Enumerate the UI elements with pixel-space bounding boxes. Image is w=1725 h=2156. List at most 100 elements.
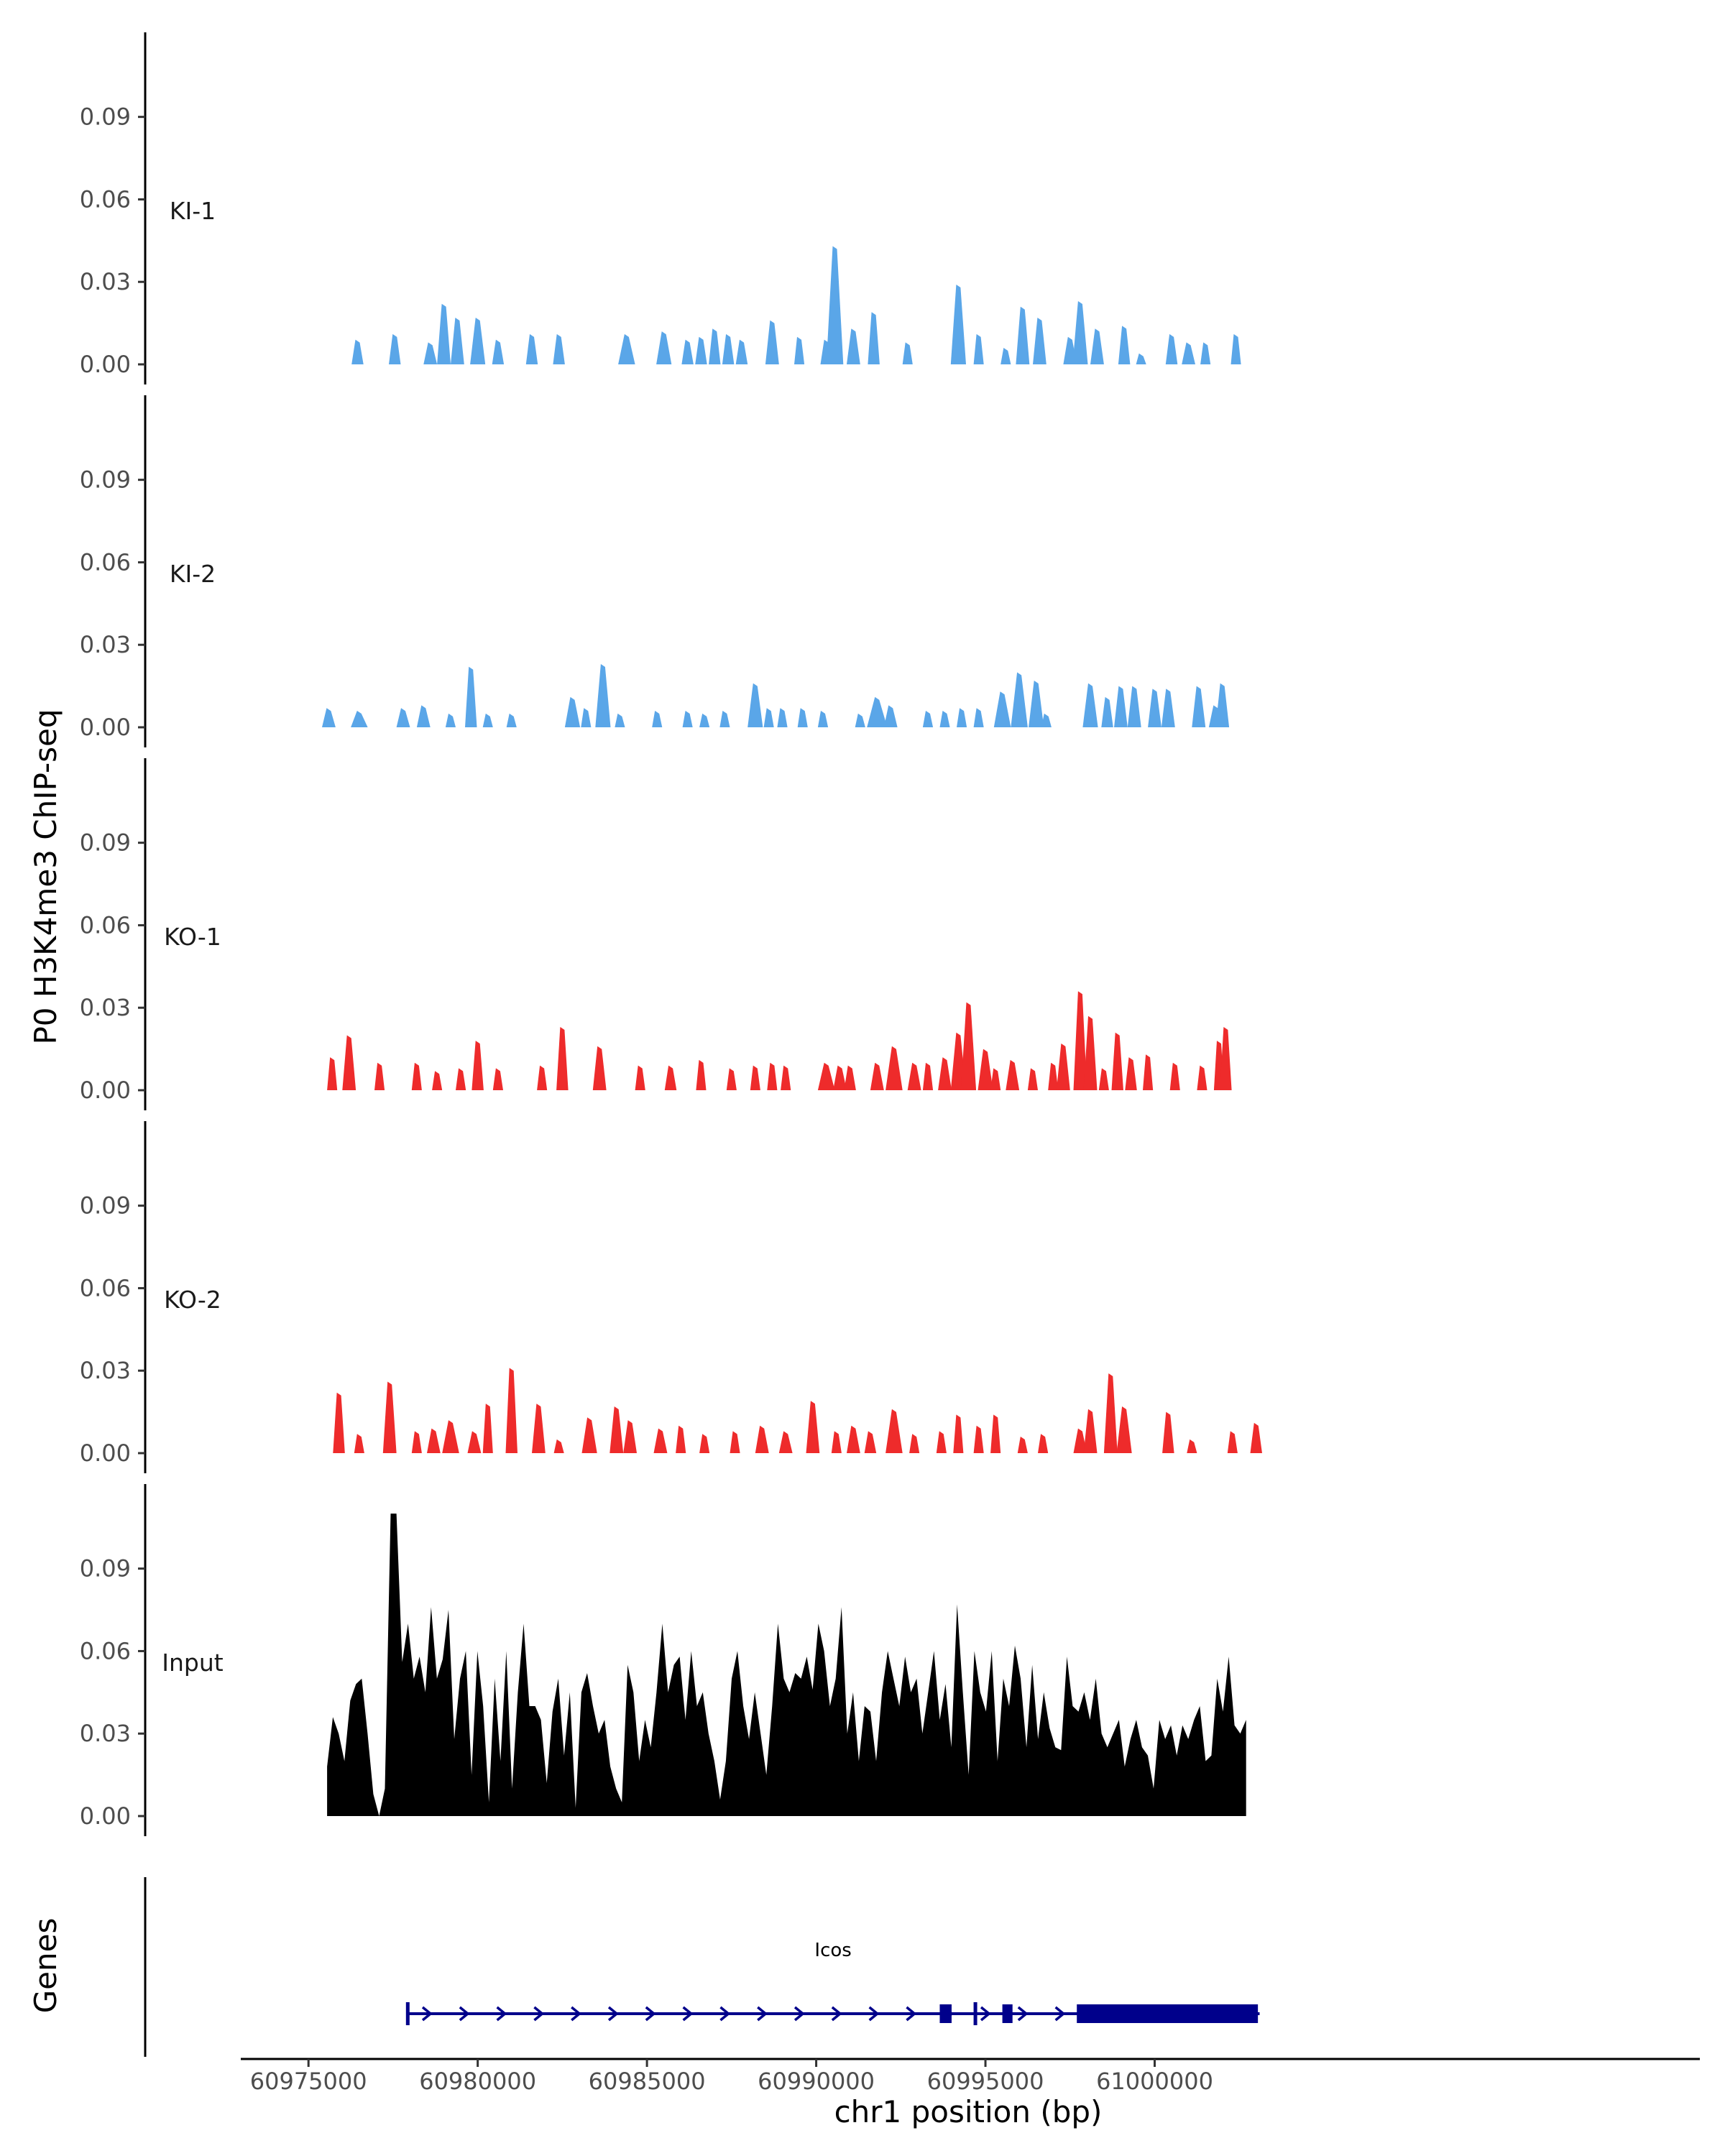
signal-peak — [437, 303, 451, 364]
signal-peak — [411, 1431, 422, 1453]
strand-arrow — [496, 2006, 507, 2022]
tracks-layer: 0.00 0.03 0.06 0.09 KI-1 0.00 0.03 0.06 0.09 KI-2… — [80, 32, 1262, 1836]
strand-arrow — [682, 2006, 694, 2022]
strand-arrow — [868, 2006, 880, 2022]
strand-arrow — [533, 2006, 545, 2022]
signal-peak — [1118, 326, 1131, 364]
signal-peak — [699, 713, 710, 727]
x-tick-label: 60990000 — [758, 2068, 875, 2095]
signal-peak — [696, 1059, 707, 1090]
strand-arrow — [421, 2006, 433, 2022]
signal-peak — [595, 664, 611, 727]
signal-peak — [492, 339, 505, 364]
signal-peak — [354, 1434, 364, 1453]
strand-arrow — [906, 2006, 917, 2022]
signal-peak — [1197, 1065, 1208, 1090]
signal-peak — [1073, 1428, 1087, 1453]
signal-peak — [938, 1057, 952, 1090]
signal-peak — [719, 711, 730, 727]
signal-peak — [1098, 1068, 1109, 1090]
signal-peak — [1227, 1431, 1238, 1453]
signal-peak — [1090, 328, 1104, 364]
signal-peak — [730, 1431, 740, 1453]
signal-peak — [445, 713, 456, 727]
signal-peak — [1041, 713, 1052, 727]
y-tick-label: 0.06 — [80, 548, 131, 576]
signal-peak — [847, 1425, 860, 1453]
signal-peak — [382, 1381, 397, 1453]
signal-peak — [1048, 1062, 1059, 1090]
track-ko-1: 0.00 0.03 0.06 0.09 KO-1 — [80, 758, 1232, 1110]
signal-peak — [472, 1041, 484, 1090]
signal-peak — [1230, 333, 1241, 364]
strand-arrow — [757, 2006, 768, 2022]
signal-peak — [1148, 688, 1162, 727]
signal-peak — [1083, 1409, 1098, 1453]
signal-peak — [833, 1065, 847, 1090]
signal-peak — [867, 696, 888, 727]
signal-peak — [973, 333, 984, 364]
signal-peak — [1082, 683, 1098, 727]
signal-peak — [327, 1057, 338, 1090]
signal-peak — [411, 1062, 422, 1090]
signal-peak — [1029, 681, 1044, 727]
gene-label: Icos — [814, 1940, 851, 1961]
signal-peak — [1169, 1062, 1180, 1090]
signal-peak — [623, 1420, 637, 1453]
strand-arrow — [831, 2006, 842, 2022]
signal-peak — [467, 1431, 482, 1453]
signal-peak — [553, 333, 565, 364]
y-tick-label: 0.09 — [80, 103, 131, 131]
signal-peak — [423, 342, 438, 364]
strand-arrow — [459, 2006, 470, 2022]
signal-peak — [953, 1414, 964, 1453]
y-tick-label: 0.03 — [80, 631, 131, 658]
y-tick-label: 0.00 — [80, 1077, 131, 1104]
signal-peak — [1017, 1437, 1028, 1453]
track-label: KO-2 — [164, 1286, 221, 1314]
track-input: 0.00 0.03 0.06 0.09 Input — [80, 1484, 1246, 1836]
signal-peak — [1000, 348, 1011, 364]
track-ki-2: 0.00 0.03 0.06 0.09 KI-2 — [80, 395, 1230, 747]
signal-peak — [1083, 1015, 1098, 1090]
signal-peak — [973, 708, 984, 727]
signal-peak — [492, 1068, 503, 1090]
signal-peak — [763, 708, 774, 727]
signal-peak — [797, 708, 808, 727]
signal-peak — [635, 1065, 645, 1090]
signal-peak — [451, 318, 464, 364]
strand-arrow — [571, 2006, 581, 2022]
signal-peak — [695, 336, 707, 364]
signal-peak — [726, 1068, 737, 1090]
y-tick-label: 0.03 — [80, 1720, 131, 1747]
signal-peak — [990, 1414, 1001, 1453]
genes-axis-title: Genes — [28, 1918, 63, 2014]
signal-peak — [389, 333, 401, 364]
signal-peak — [618, 333, 635, 364]
signal-peak — [831, 1431, 842, 1453]
signal-peak — [1215, 683, 1230, 727]
signal-peak — [817, 1062, 835, 1090]
signal-peak — [1033, 318, 1046, 364]
signal-peak — [1101, 696, 1113, 727]
signal-peak — [1038, 1434, 1049, 1453]
signal-peak — [709, 328, 721, 364]
signal-peak — [342, 1035, 356, 1090]
y-tick-label: 0.06 — [80, 1274, 131, 1302]
signal-peak — [1125, 1057, 1137, 1090]
y-tick-label: 0.06 — [80, 185, 131, 213]
x-tick-label: 60975000 — [250, 2068, 367, 2095]
signal-peak — [1220, 1027, 1232, 1090]
strand-arrow — [607, 2006, 619, 2022]
signal-peak — [699, 1434, 710, 1453]
signal-peak — [653, 1428, 668, 1453]
signal-peak — [1072, 301, 1088, 364]
signal-peak — [1127, 686, 1141, 727]
y-tick-label: 0.03 — [80, 1357, 131, 1384]
signal-peak — [778, 1431, 793, 1453]
signal-peak — [806, 1401, 820, 1453]
y-tick-label: 0.09 — [80, 1192, 131, 1220]
strand-arrow — [1017, 2006, 1029, 2022]
signal-peak — [957, 708, 967, 727]
signal-peak — [950, 285, 966, 364]
